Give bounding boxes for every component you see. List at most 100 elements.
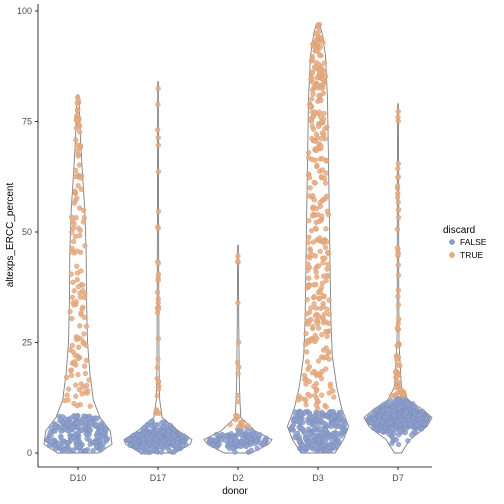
data-point-true (74, 195, 80, 201)
x-axis-title: donor (222, 486, 248, 497)
data-point-true (307, 248, 314, 254)
data-point-true (395, 183, 401, 189)
data-point-true (315, 29, 322, 35)
data-point-true (236, 364, 242, 370)
data-point-true (393, 385, 400, 391)
data-point-true (394, 194, 401, 200)
data-point-true (320, 315, 326, 321)
plot-panel (43, 21, 433, 455)
data-point-true (305, 321, 311, 327)
data-point-true (319, 35, 325, 41)
data-point-false (406, 402, 412, 408)
data-point-true (68, 271, 74, 277)
data-point-true (315, 22, 321, 28)
data-point-false (78, 419, 84, 425)
data-point-true (83, 357, 89, 364)
data-point-true (82, 243, 88, 249)
data-point-false (338, 433, 344, 439)
data-point-false (407, 422, 413, 428)
data-point-false (306, 414, 313, 420)
data-point-true (71, 221, 77, 227)
data-point-true (75, 153, 81, 159)
data-point-true (245, 423, 251, 429)
data-point-false (65, 421, 71, 428)
data-point-true (73, 137, 79, 143)
data-point-true (311, 179, 317, 186)
data-point-false (292, 409, 298, 415)
data-point-true (396, 316, 402, 322)
data-point-true (70, 239, 77, 245)
data-point-true (155, 169, 162, 175)
data-point-false (253, 438, 260, 444)
data-point-false (342, 421, 348, 427)
data-point-true (69, 294, 76, 300)
data-point-true (69, 342, 75, 349)
data-point-false (289, 423, 296, 430)
data-point-false (379, 408, 385, 414)
data-point-true (80, 384, 86, 390)
data-point-true (309, 123, 315, 130)
data-point-false (227, 446, 233, 452)
data-point-true (394, 357, 400, 363)
data-point-false (321, 421, 327, 427)
data-point-true (328, 384, 334, 390)
data-point-true (306, 175, 313, 181)
data-point-false (175, 439, 181, 446)
data-point-false (161, 424, 167, 430)
data-point-true (305, 240, 311, 246)
x-axis-ticks: D10 D17 D2 D3 D7 (70, 467, 404, 483)
data-point-false (317, 425, 323, 432)
data-point-false (87, 427, 94, 433)
data-point-true (397, 363, 403, 369)
data-point-true (317, 295, 323, 302)
data-point-false (248, 439, 254, 446)
data-point-true (313, 387, 320, 394)
data-point-true (82, 370, 89, 377)
data-point-false (87, 415, 93, 421)
data-point-false (262, 437, 268, 443)
data-point-false (87, 441, 93, 448)
data-point-true (71, 361, 77, 367)
data-point-false (81, 413, 87, 419)
data-point-true (306, 218, 312, 224)
data-point-false (144, 421, 151, 428)
data-point-true (81, 314, 88, 320)
data-point-false (93, 421, 100, 427)
data-point-false (239, 439, 245, 445)
data-point-false (297, 419, 303, 425)
data-point-false (94, 434, 101, 440)
data-point-true (68, 214, 75, 220)
data-point-true (313, 59, 319, 66)
data-point-true (307, 393, 313, 399)
data-point-true (155, 378, 162, 385)
data-point-true (395, 302, 402, 308)
data-point-false (74, 414, 81, 420)
data-point-false (160, 429, 167, 435)
data-point-true (235, 300, 241, 306)
data-point-false (153, 436, 159, 442)
data-point-true (319, 332, 325, 338)
data-point-true (313, 148, 320, 154)
data-point-true (321, 110, 327, 117)
data-point-true (75, 372, 81, 378)
data-point-true (304, 359, 311, 365)
data-point-true (323, 170, 329, 176)
data-point-true (322, 196, 328, 202)
data-point-true (316, 109, 322, 115)
data-point-false (397, 422, 403, 428)
data-point-true (317, 66, 323, 72)
x-tick-label: D7 (392, 473, 404, 483)
data-point-true (80, 288, 86, 294)
data-point-false (84, 447, 91, 453)
data-point-true (395, 108, 401, 115)
data-point-false (155, 432, 162, 439)
data-point-true (309, 135, 315, 142)
data-point-true (81, 207, 87, 214)
data-points (44, 21, 431, 455)
y-tick-label: 50 (22, 227, 32, 237)
data-point-true (155, 356, 161, 363)
data-point-true (325, 249, 331, 256)
data-point-true (304, 349, 310, 355)
data-point-true (308, 76, 314, 82)
data-point-true (77, 232, 83, 239)
